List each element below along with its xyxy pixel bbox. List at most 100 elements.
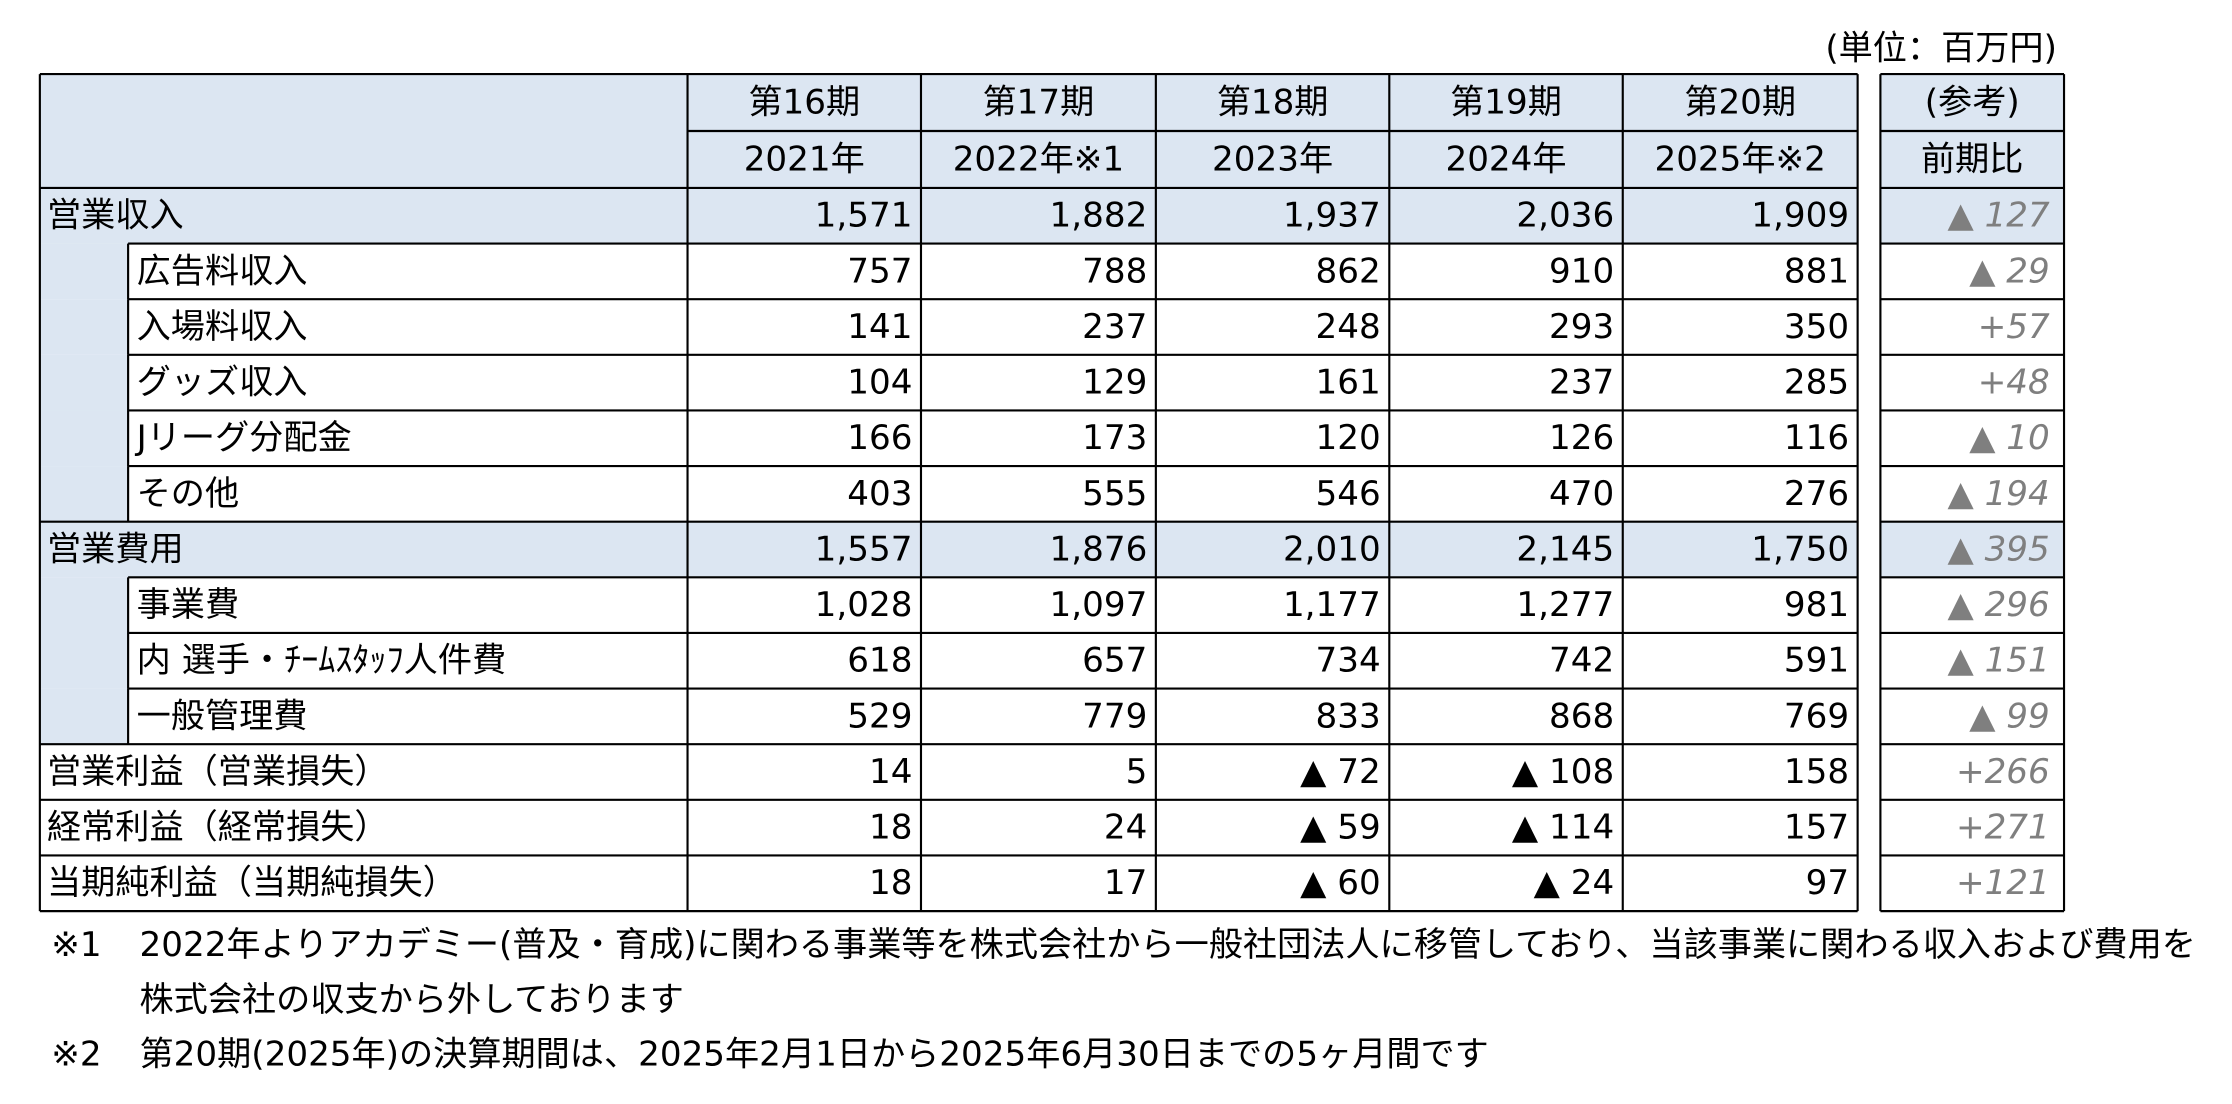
header-term: 第18期 [1217, 82, 1329, 122]
cell-value: 757 [847, 251, 912, 291]
cell-value: 237 [1082, 307, 1147, 347]
row-label: 営業利益（営業損失） [47, 752, 389, 792]
cell-value: ▲ 114 [1512, 808, 1614, 848]
cell-value: 116 [1784, 418, 1849, 458]
cell-value: 1,876 [1050, 529, 1148, 569]
indent-bg [39, 299, 129, 355]
cell-value: 779 [1082, 696, 1147, 736]
header-term: 第17期 [983, 82, 1095, 122]
cell-value: 157 [1784, 808, 1849, 848]
header-year: 2023年 [1212, 139, 1333, 179]
cell-value: 237 [1549, 363, 1614, 403]
row-label: 一般管理費 [137, 696, 308, 736]
cell-value: 285 [1784, 363, 1849, 403]
cell-value: 1,937 [1283, 196, 1381, 236]
section-bg [1880, 521, 2065, 578]
note-mark: ※2 [51, 1035, 101, 1075]
cell-value: 173 [1082, 418, 1147, 458]
header-reference: 前期比 [1921, 139, 2023, 179]
header-year: 2022年※1 [953, 139, 1124, 179]
change-value: +271 [1956, 808, 2050, 848]
cell-value: 2,010 [1283, 529, 1381, 569]
cell-value: 104 [847, 363, 912, 403]
cell-value: 18 [869, 863, 912, 903]
cell-value: 350 [1784, 307, 1849, 347]
cell-value: 129 [1082, 363, 1147, 403]
cell-value: 17 [1104, 863, 1147, 903]
indent-bg [39, 688, 129, 745]
cell-value: 1,909 [1751, 196, 1849, 236]
cell-value: 141 [847, 307, 912, 347]
indent-bg [39, 354, 129, 411]
cell-value: 862 [1316, 251, 1381, 291]
section-bg [39, 521, 1858, 578]
cell-value: 1,557 [815, 529, 913, 569]
cell-value: 97 [1806, 863, 1849, 903]
cell-value: 833 [1316, 696, 1381, 736]
cell-value: 18 [869, 808, 912, 848]
header-term: 第19期 [1450, 82, 1562, 122]
row-label: その他 [137, 474, 239, 514]
cell-value: 403 [847, 474, 912, 514]
row-label: 営業収入 [47, 196, 184, 236]
row-label: 内 選手・ﾁｰﾑｽﾀｯﾌ人件費 [137, 641, 507, 681]
cell-value: 742 [1549, 641, 1614, 681]
cell-value: 1,277 [1516, 585, 1614, 625]
cell-value: 2,036 [1516, 196, 1614, 236]
cell-value: 769 [1784, 696, 1849, 736]
cell-value: 2,145 [1516, 529, 1614, 569]
cell-value: 1,571 [815, 196, 913, 236]
cell-value: 788 [1082, 251, 1147, 291]
row-label: 入場料収入 [137, 307, 308, 347]
change-value: ▲ 127 [1947, 196, 2050, 236]
cell-value: 1,097 [1050, 585, 1148, 625]
cell-value: 248 [1316, 307, 1381, 347]
cell-value: 910 [1549, 251, 1614, 291]
cell-value: 981 [1784, 585, 1849, 625]
row-label: Jリーグ分配金 [135, 418, 352, 458]
cell-value: ▲ 72 [1300, 752, 1381, 792]
indent-bg [39, 577, 129, 633]
cell-value: 546 [1316, 474, 1381, 514]
unit-label: (単位：百万円) [1825, 28, 2057, 68]
cell-value: 158 [1784, 752, 1849, 792]
change-value: +57 [1978, 307, 2050, 347]
indent-bg [39, 466, 129, 522]
header-reference: (参考) [1925, 82, 2020, 122]
note-mark: ※1 [51, 925, 101, 965]
change-value: ▲ 99 [1969, 696, 2050, 736]
cell-value: 1,177 [1283, 585, 1381, 625]
cell-value: ▲ 24 [1534, 863, 1615, 903]
cell-value: 591 [1784, 641, 1849, 681]
header-year: 2024年 [1445, 139, 1566, 179]
indent-bg [39, 410, 129, 467]
header-term: 第16期 [748, 82, 860, 122]
change-value: ▲ 296 [1947, 585, 2049, 625]
note-text: 株式会社の収支から外しております [139, 980, 683, 1020]
cell-value: 1,750 [1751, 529, 1849, 569]
header-year: 2021年 [744, 139, 865, 179]
row-label: 営業費用 [47, 529, 184, 569]
cell-value: 470 [1549, 474, 1614, 514]
cell-value: 734 [1316, 641, 1381, 681]
cell-value: 1,882 [1050, 196, 1148, 236]
cell-value: 120 [1316, 418, 1381, 458]
cell-value: 529 [847, 696, 912, 736]
cell-value: 5 [1126, 752, 1148, 792]
cell-value: 276 [1784, 474, 1849, 514]
cell-value: 881 [1784, 251, 1849, 291]
change-value: ▲ 29 [1969, 251, 2050, 291]
cell-value: 293 [1549, 307, 1614, 347]
cell-value: 1,028 [815, 585, 913, 625]
header-year: 2025年※2 [1654, 139, 1825, 179]
row-label: グッズ収入 [137, 363, 308, 403]
row-label: 経常利益（経常損失） [47, 808, 389, 848]
row-label: 事業費 [137, 585, 239, 625]
cell-value: 24 [1104, 808, 1147, 848]
note-text: 2022年よりアカデミー(普及・育成)に関わる事業等を株式会社から一般社団法人に… [139, 925, 2195, 965]
row-label: 広告料収入 [137, 251, 308, 291]
change-value: ▲ 10 [1969, 418, 2050, 458]
cell-value: 14 [869, 752, 912, 792]
